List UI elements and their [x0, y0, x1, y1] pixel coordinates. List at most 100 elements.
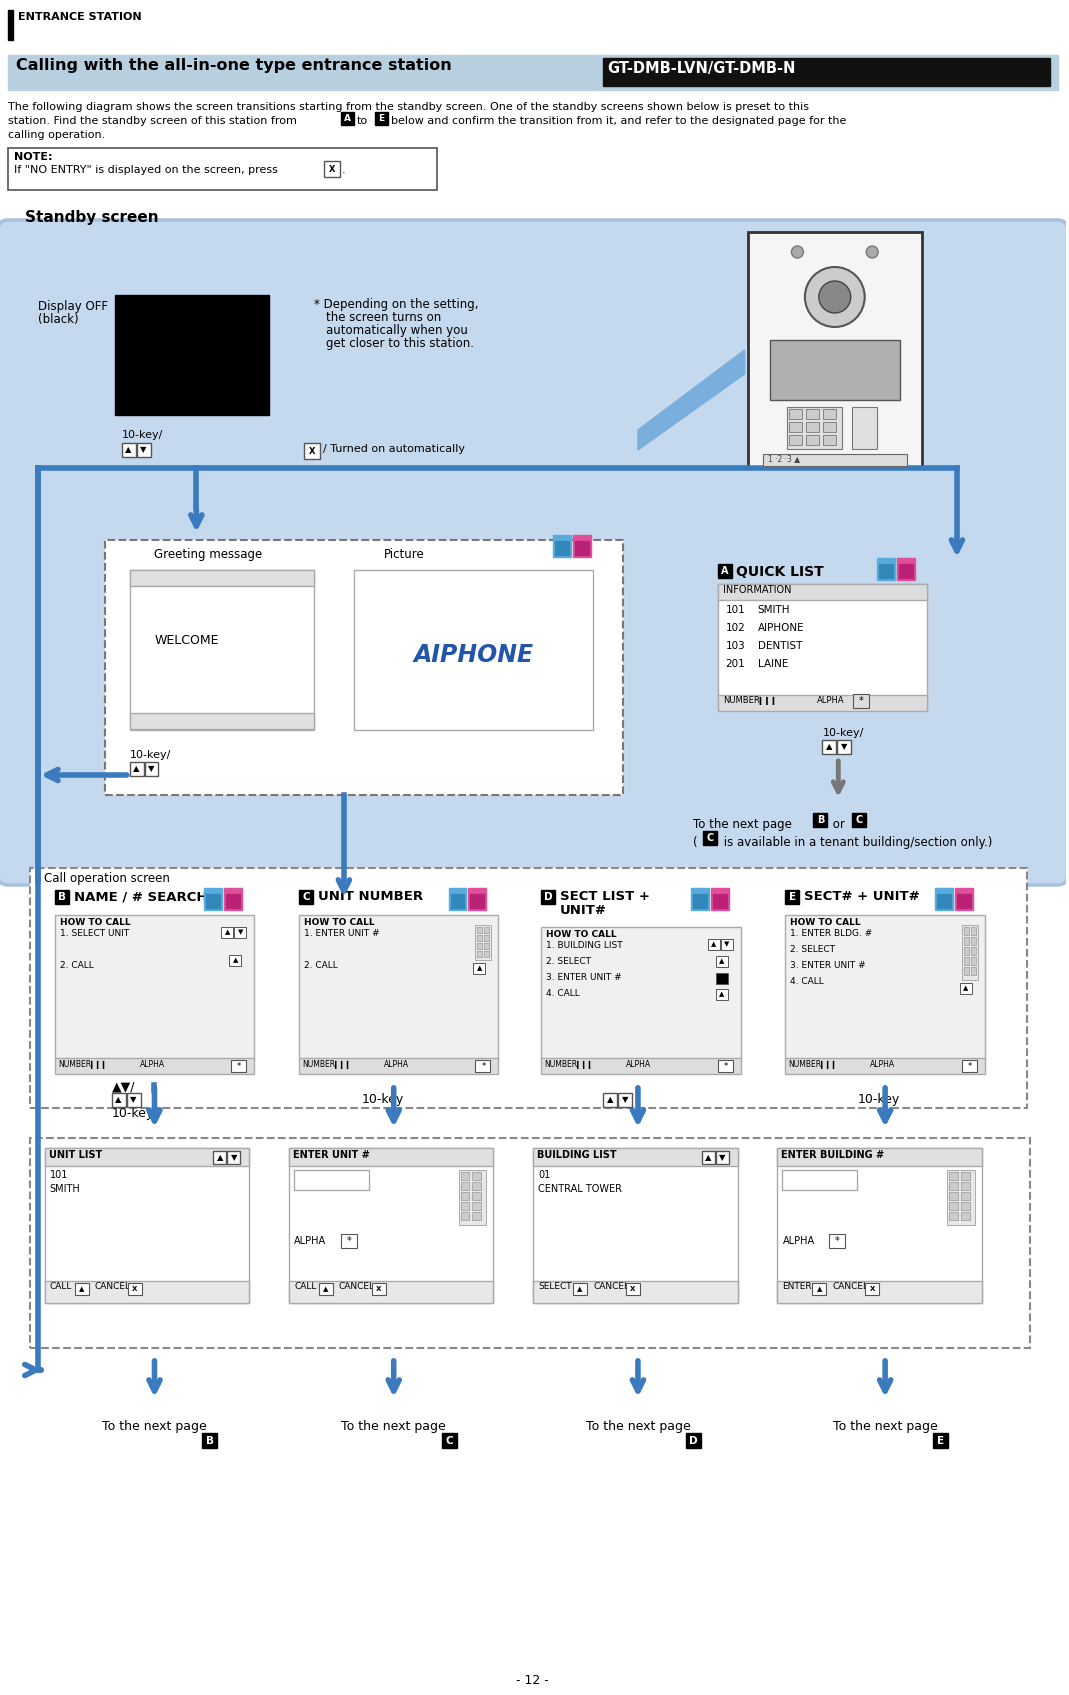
Bar — [777, 1281, 981, 1303]
Bar — [566, 541, 569, 546]
Text: ENTER UNIT #: ENTER UNIT # — [293, 1149, 370, 1159]
Bar — [904, 564, 908, 568]
Text: is available in a tenant building/section only.): is available in a tenant building/sectio… — [719, 836, 992, 849]
Text: *: * — [237, 1061, 242, 1071]
Bar — [468, 888, 486, 910]
Bar — [461, 1192, 469, 1200]
Bar — [375, 112, 388, 125]
Text: X: X — [328, 164, 336, 173]
Text: NUMBER▎▎▎: NUMBER▎▎▎ — [723, 697, 779, 705]
Bar — [45, 1281, 249, 1303]
Bar — [341, 1234, 357, 1248]
Bar — [822, 741, 836, 754]
Bar — [964, 937, 969, 946]
Bar — [459, 1170, 486, 1225]
Bar — [899, 575, 903, 578]
Bar — [949, 1212, 958, 1220]
Bar — [806, 408, 819, 419]
Bar — [541, 890, 555, 903]
Bar — [723, 898, 727, 903]
Bar — [212, 893, 215, 898]
Bar — [942, 903, 946, 909]
Bar — [585, 551, 589, 554]
Bar — [713, 898, 716, 903]
Bar — [461, 893, 465, 898]
Bar — [484, 951, 490, 958]
Bar — [721, 939, 732, 949]
Text: / Turned on automatically: / Turned on automatically — [323, 444, 465, 454]
Bar — [964, 968, 969, 975]
Bar — [702, 893, 707, 898]
Bar — [234, 927, 246, 937]
Bar — [770, 341, 900, 400]
Text: UNIT LIST: UNIT LIST — [49, 1149, 103, 1159]
Bar — [878, 558, 895, 580]
Bar — [971, 958, 976, 964]
Bar — [962, 903, 966, 909]
Bar — [942, 893, 946, 898]
Bar — [879, 570, 883, 573]
Bar — [717, 585, 927, 600]
Bar — [715, 1151, 729, 1164]
Bar — [450, 893, 454, 898]
Bar — [202, 1432, 217, 1448]
Text: X: X — [631, 1287, 636, 1292]
Bar — [715, 988, 728, 1000]
Bar — [717, 695, 927, 710]
Bar — [533, 1281, 738, 1303]
Text: To the next page: To the next page — [341, 1420, 446, 1432]
Bar — [470, 898, 475, 903]
Bar — [904, 570, 908, 573]
Text: NUMBER▎▎▎: NUMBER▎▎▎ — [789, 1059, 839, 1070]
Text: ▲: ▲ — [125, 446, 131, 454]
Text: ▼: ▼ — [841, 742, 848, 751]
Bar — [566, 551, 569, 554]
Bar — [566, 546, 569, 549]
Text: station. Find the standby screen of this station from: station. Find the standby screen of this… — [7, 115, 297, 125]
Bar — [717, 585, 927, 709]
Bar — [711, 888, 729, 910]
Text: automatically when you: automatically when you — [326, 324, 468, 337]
Bar — [702, 903, 707, 909]
Text: Standby screen: Standby screen — [25, 210, 158, 225]
Bar — [879, 564, 883, 568]
Bar — [319, 1283, 332, 1295]
Bar — [786, 1058, 985, 1075]
Text: CENTRAL TOWER: CENTRAL TOWER — [539, 1185, 622, 1193]
Bar — [852, 407, 878, 449]
Text: CALL: CALL — [294, 1281, 316, 1292]
Text: 2. SELECT: 2. SELECT — [546, 958, 591, 966]
Bar — [964, 927, 969, 936]
Bar — [966, 898, 971, 903]
Bar — [897, 558, 915, 580]
Bar — [580, 541, 584, 546]
Bar — [484, 936, 490, 941]
Bar — [7, 10, 13, 41]
Bar — [474, 963, 485, 975]
Text: ENTER: ENTER — [783, 1281, 812, 1292]
Bar — [455, 903, 460, 909]
Bar — [957, 893, 961, 898]
Text: E: E — [789, 892, 796, 902]
Bar — [480, 903, 484, 909]
Bar — [30, 1137, 1029, 1348]
Bar — [206, 903, 211, 909]
Text: If "NO ENTRY" is displayed on the screen, press: If "NO ENTRY" is displayed on the screen… — [14, 164, 278, 175]
Text: C: C — [303, 892, 310, 902]
Bar — [717, 898, 722, 903]
Bar — [573, 1283, 587, 1295]
Text: C: C — [445, 1436, 453, 1446]
Text: ALPHA: ALPHA — [384, 1059, 408, 1070]
Bar — [484, 927, 490, 932]
Text: Call operation screen: Call operation screen — [44, 871, 170, 885]
Text: ALPHA: ALPHA — [294, 1236, 326, 1246]
Bar — [777, 1148, 981, 1166]
Text: To the next page: To the next page — [833, 1420, 938, 1432]
Text: A: A — [344, 114, 351, 124]
Text: 101: 101 — [50, 1170, 68, 1180]
Text: ▲: ▲ — [577, 1287, 583, 1292]
Text: HOW TO CALL: HOW TO CALL — [546, 931, 617, 939]
Text: ▲: ▲ — [826, 742, 833, 751]
Text: ALPHA: ALPHA — [140, 1059, 165, 1070]
Text: QUICK LIST: QUICK LIST — [735, 564, 823, 580]
